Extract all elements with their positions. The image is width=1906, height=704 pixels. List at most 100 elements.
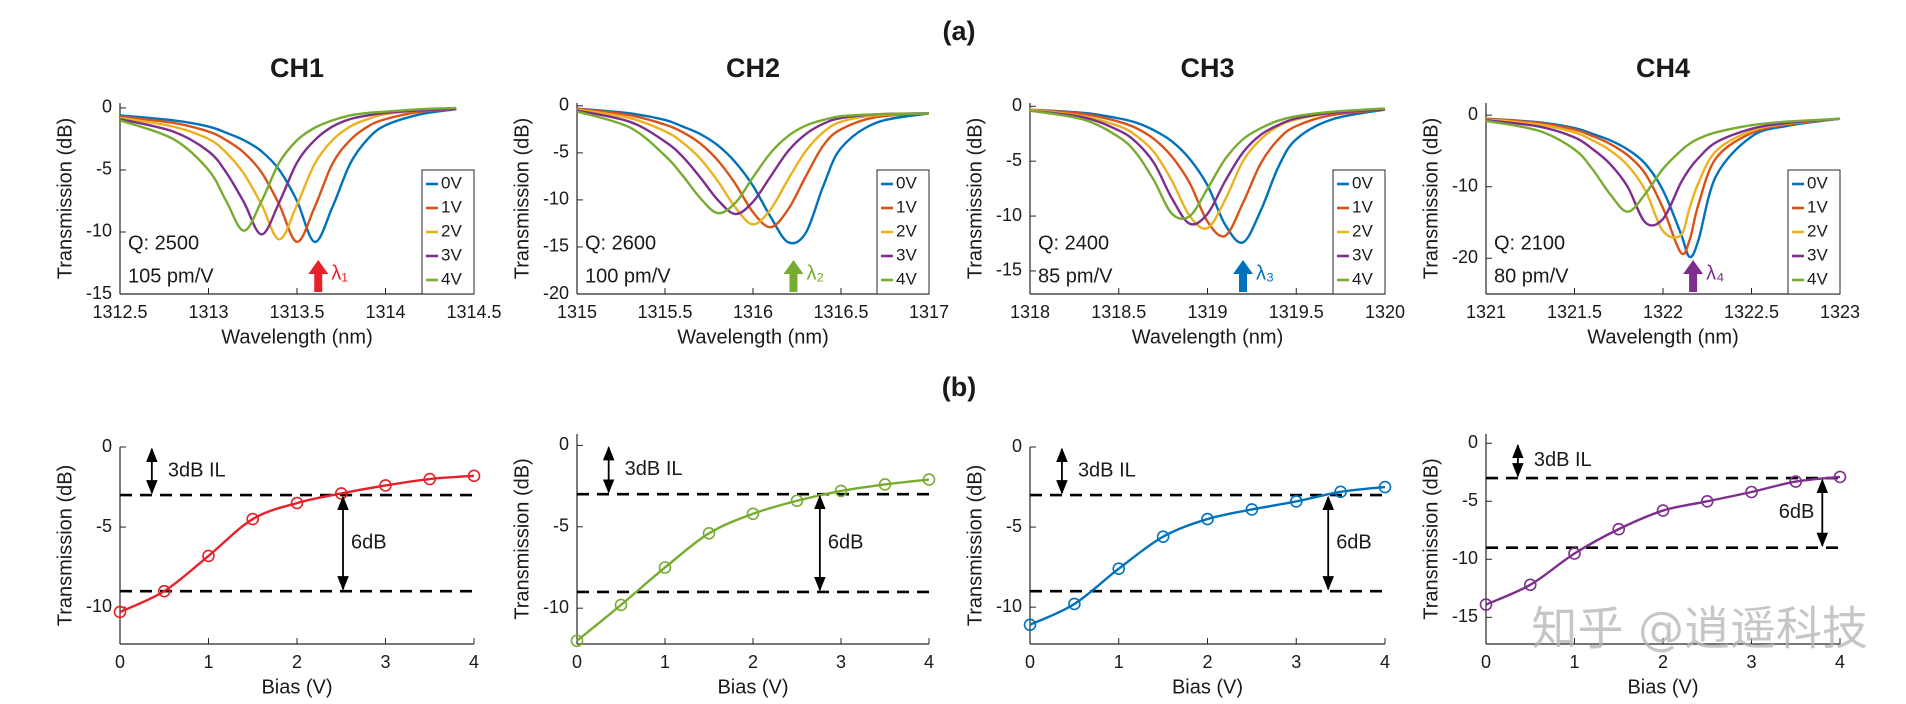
series-line — [1485, 117, 1841, 213]
subplot: 0 -5 -10 0 1 2 3 4 Bias (V) Transmission (dB) 3dB … — [54, 436, 481, 698]
watermark: 知乎 @逍遥科技 — [1531, 602, 1868, 656]
x-tick-label: 2 — [1658, 652, 1668, 672]
wavelength-label: λ₂ — [806, 262, 824, 284]
data-point — [467, 469, 481, 483]
wavelength-label: λ₄ — [1706, 262, 1724, 284]
x-tick-label: 1315 — [557, 302, 597, 322]
chart-title: CH3 — [1180, 53, 1234, 83]
x-tick-label: 1322 — [1643, 302, 1683, 322]
annotation: Q: 2600 — [585, 232, 656, 254]
y-tick-label: -10 — [1452, 548, 1478, 568]
series-line — [576, 110, 930, 215]
y-tick-label: -10 — [996, 205, 1022, 225]
x-tick-label: 1 — [1114, 652, 1124, 672]
y-tick-label: -20 — [1452, 247, 1478, 267]
legend-label: 2V — [1352, 221, 1373, 240]
x-tick-label: 1316.5 — [813, 302, 868, 322]
y-tick-label: -5 — [1006, 516, 1022, 536]
annotation: 6dB — [828, 531, 864, 553]
x-tick-label: 0 — [1481, 652, 1491, 672]
x-tick-label: 2 — [1202, 652, 1212, 672]
y-tick-label: 0 — [1012, 436, 1022, 456]
data-point — [834, 484, 848, 498]
data-point — [1245, 503, 1259, 516]
x-axis-label: Bias (V) — [261, 676, 332, 698]
x-tick-label: 1314 — [365, 302, 405, 322]
annotation: Q: 2500 — [128, 232, 199, 254]
data-point — [570, 634, 584, 648]
series-line — [1029, 485, 1386, 626]
legend-label: 4V — [1807, 269, 1828, 288]
x-tick-label: 3 — [1291, 652, 1301, 672]
x-tick-label: 1320 — [1365, 302, 1405, 322]
y-tick-label: 0 — [559, 434, 569, 454]
y-tick-label: -5 — [96, 159, 112, 179]
panel-label: (a) — [943, 16, 976, 46]
y-axis-label: Transmission (dB) — [1420, 458, 1442, 620]
series-line — [576, 107, 930, 229]
legend-label: 1V — [441, 197, 462, 216]
series-line — [1029, 108, 1386, 238]
subplot: CH3 0 -5 -10 -15 1318 1318.5 1319 1319.5 1320 Wave… — [964, 53, 1405, 348]
x-tick-label: 0 — [572, 652, 582, 672]
legend-label: 0V — [1807, 173, 1828, 192]
chart-title: CH4 — [1636, 53, 1690, 83]
x-tick-label: 1319.5 — [1269, 302, 1324, 322]
x-tick-label: 4 — [1835, 652, 1845, 672]
y-axis-label: Transmission (dB) — [1420, 118, 1442, 280]
x-tick-label: 2 — [292, 652, 302, 672]
x-tick-label: 4 — [1380, 652, 1390, 672]
annotation: 80 pm/V — [1494, 265, 1569, 287]
annotation: 85 pm/V — [1038, 265, 1113, 287]
y-tick-label: -10 — [996, 596, 1022, 616]
x-tick-label: 2 — [748, 652, 758, 672]
x-tick-label: 1 — [203, 652, 213, 672]
series-line — [1029, 107, 1386, 220]
y-axis-label: Transmission (dB) — [54, 465, 76, 627]
series-line — [576, 108, 930, 226]
series-line — [1029, 108, 1386, 226]
legend-label: 4V — [1352, 269, 1373, 288]
y-tick-label: -5 — [96, 516, 112, 536]
data-point — [290, 496, 304, 510]
data-point — [246, 512, 260, 526]
x-tick-label: 1321 — [1466, 302, 1506, 322]
data-point — [702, 527, 716, 540]
wavelength-arrow — [1683, 260, 1704, 292]
legend-label: 1V — [896, 197, 917, 216]
panel-label: (b) — [942, 372, 976, 402]
wavelength-arrow — [308, 260, 329, 292]
series-line — [1485, 475, 1841, 606]
x-tick-label: 1322.5 — [1724, 302, 1779, 322]
data-point — [379, 479, 392, 492]
x-axis-label: Bias (V) — [1627, 676, 1698, 698]
y-tick-label: -15 — [1452, 606, 1478, 626]
y-axis-label: Transmission (dB) — [511, 458, 533, 620]
data-point — [1745, 485, 1758, 499]
x-tick-label: 4 — [469, 652, 479, 672]
x-tick-label: 0 — [1025, 652, 1035, 672]
legend-label: 3V — [896, 245, 917, 264]
data-point — [1023, 618, 1037, 632]
series-line — [1485, 117, 1841, 239]
series-line — [1029, 108, 1386, 244]
series-line — [576, 107, 930, 245]
x-tick-label: 1317 — [909, 302, 949, 322]
x-tick-label: 1321.5 — [1547, 302, 1602, 322]
y-tick-label: -10 — [86, 596, 112, 616]
legend-label: 4V — [441, 269, 462, 288]
data-point — [1068, 597, 1081, 611]
data-point — [1378, 480, 1392, 494]
data-point — [1334, 485, 1347, 499]
x-axis-label: Bias (V) — [717, 676, 788, 698]
y-tick-label: -15 — [996, 260, 1022, 280]
subplot: 0 -5 -10 0 1 2 3 4 Bias (V) Transmission (dB) 3dB … — [964, 436, 1392, 698]
legend-label: 2V — [896, 221, 917, 240]
series-line — [1029, 108, 1386, 230]
data-point — [1789, 475, 1803, 488]
series-line — [119, 108, 457, 236]
legend-label: 1V — [1352, 197, 1373, 216]
annotation: 100 pm/V — [585, 265, 671, 287]
